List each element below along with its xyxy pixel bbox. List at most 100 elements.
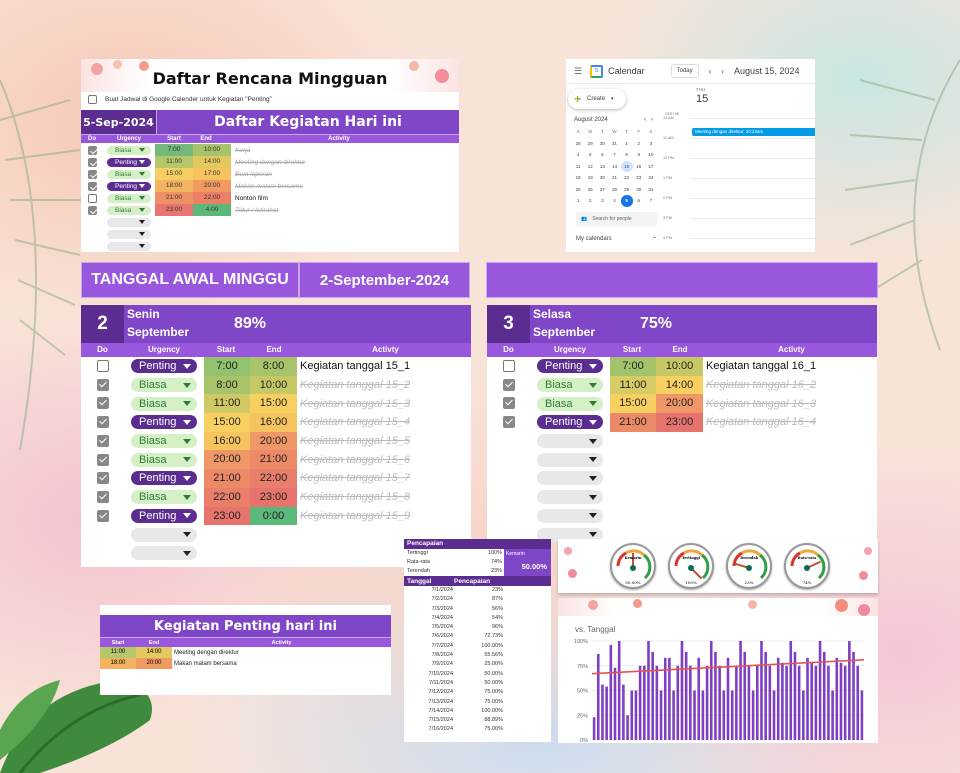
end-time[interactable]: 0:00 (250, 506, 297, 526)
start-time[interactable]: 15:00 (204, 413, 250, 432)
mini-cal-day[interactable]: 30 (636, 186, 642, 192)
activity-text[interactable]: Kegiatan tanggal 15_4 (300, 416, 411, 429)
urgency-dropdown[interactable]: Penting (131, 508, 197, 523)
mini-cal-day[interactable]: 1 (576, 198, 580, 203)
today-button[interactable]: Today (670, 64, 699, 78)
done-checkbox[interactable] (87, 157, 97, 167)
done-checkbox[interactable] (96, 397, 109, 410)
start-time[interactable]: 18:00 (155, 180, 193, 192)
mini-cal-day[interactable]: 20 (599, 175, 605, 180)
activity-text[interactable]: Kegiatan tanggal 16_4 (706, 416, 817, 429)
start-time[interactable]: 23:00 (204, 506, 250, 526)
done-checkbox[interactable] (96, 360, 109, 373)
done-checkbox[interactable] (87, 181, 97, 191)
mini-cal-day[interactable]: 16 (636, 163, 642, 169)
urgency-dropdown[interactable] (131, 546, 197, 561)
urgency-dropdown[interactable]: Biasa (537, 378, 603, 393)
next-arrow-icon[interactable]: › (721, 66, 724, 76)
done-checkbox[interactable] (502, 397, 515, 410)
start-time[interactable]: 15:00 (610, 394, 656, 414)
done-checkbox[interactable] (87, 145, 97, 155)
start-time[interactable]: 21:00 (610, 413, 656, 432)
start-time[interactable]: 11:00 (610, 375, 656, 395)
mini-cal-day[interactable]: 30 (599, 140, 605, 146)
mini-cal-day[interactable]: 22 (624, 175, 630, 180)
mini-cal-day[interactable]: 17 (648, 163, 654, 169)
mini-cal-day[interactable]: 21 (611, 175, 617, 180)
urgency-dropdown[interactable]: Biasa (107, 169, 151, 179)
urgency-dropdown[interactable]: Biasa (131, 434, 197, 449)
mini-cal-day[interactable]: 31 (611, 140, 617, 146)
end-time[interactable]: 20:00 (656, 394, 703, 414)
urgency-dropdown[interactable] (107, 217, 151, 227)
mini-cal-day[interactable]: 23 (636, 175, 642, 180)
mini-next-icon[interactable]: › (651, 117, 653, 123)
start-time[interactable]: 11:00 (155, 156, 193, 168)
start-time[interactable]: 8:00 (204, 375, 250, 395)
activity-text[interactable]: Tidur / Istirahat (235, 206, 279, 214)
activity-text[interactable]: Kegiatan tanggal 15_8 (300, 491, 411, 504)
end-time[interactable]: 8:00 (250, 357, 297, 376)
urgency-dropdown[interactable] (537, 434, 603, 449)
urgency-dropdown[interactable]: Biasa (107, 205, 151, 215)
activity-text[interactable]: Kegiatan tanggal 15_7 (300, 472, 411, 485)
end-time[interactable]: 10:00 (250, 375, 297, 395)
mini-cal-day[interactable]: 6 (601, 152, 604, 157)
activity-text[interactable]: Kegiatan tanggal 15_6 (300, 453, 411, 466)
done-checkbox[interactable] (96, 416, 109, 429)
gcal-sync-option[interactable]: Buat Jadwal di Google Calender untuk Keg… (81, 92, 459, 107)
urgency-dropdown[interactable]: Penting (107, 181, 151, 191)
start-time[interactable]: 23:00 (155, 204, 193, 216)
start-time[interactable]: 21:00 (204, 469, 250, 488)
end-time[interactable]: 20:00 (250, 431, 297, 451)
mini-cal-day[interactable]: 27 (599, 186, 605, 192)
done-checkbox[interactable] (87, 169, 97, 179)
mini-cal-day[interactable]: 2 (588, 198, 592, 203)
mini-cal-day[interactable]: 14 (611, 163, 617, 169)
urgency-dropdown[interactable]: Biasa (131, 452, 197, 467)
end-time[interactable]: 20:00 (193, 180, 231, 192)
search-people-input[interactable]: 👥 Search for people (576, 211, 657, 226)
activity-text[interactable]: Kegiatan tanggal 15_1 (300, 360, 411, 373)
activity-text[interactable]: Kegiatan tanggal 15_5 (300, 435, 411, 448)
urgency-dropdown[interactable]: Biasa (537, 396, 603, 411)
end-time[interactable]: 14:00 (656, 375, 703, 395)
mini-cal-day[interactable]: 3 (601, 198, 604, 203)
mini-cal-day[interactable]: 8 (625, 152, 628, 157)
done-checkbox[interactable] (502, 378, 515, 391)
start-time[interactable]: 15:00 (155, 168, 193, 180)
mini-cal-day[interactable]: 3 (649, 140, 653, 146)
hamburger-menu-icon[interactable]: ☰ (574, 65, 583, 76)
create-button[interactable]: + Create ▾ (568, 89, 626, 109)
done-checkbox[interactable] (96, 453, 109, 466)
start-time[interactable]: 21:00 (155, 192, 193, 204)
mini-cal-day[interactable]: 24 (648, 175, 654, 180)
mini-cal-day[interactable]: 19 (587, 175, 593, 180)
end-time[interactable]: 21:00 (250, 450, 297, 470)
mini-cal-day[interactable]: 4 (613, 198, 616, 203)
calendar-event[interactable]: Meeting dengan direktur, 10:22am (692, 128, 815, 136)
end-time[interactable]: 22:00 (193, 192, 231, 204)
start-time[interactable]: 7:00 (610, 357, 656, 376)
urgency-dropdown[interactable]: Penting (537, 415, 603, 430)
activity-text[interactable]: Kegiatan tanggal 16_3 (706, 397, 817, 410)
mini-cal-day[interactable]: 29 (624, 186, 630, 192)
mini-cal-day[interactable]: 11 (575, 163, 581, 169)
urgency-dropdown[interactable]: Biasa (131, 378, 197, 393)
mini-cal-day[interactable]: 26 (587, 186, 593, 192)
end-time[interactable]: 10:00 (656, 357, 703, 376)
done-checkbox[interactable] (87, 205, 97, 215)
mini-cal-day[interactable]: 5 (588, 152, 592, 157)
mini-cal-day[interactable]: 28 (575, 140, 581, 146)
urgency-dropdown[interactable]: Biasa (107, 145, 151, 155)
chevron-up-icon[interactable]: ⌃ (651, 236, 657, 243)
mini-cal-day[interactable]: 25 (575, 186, 581, 192)
done-checkbox[interactable] (96, 490, 109, 503)
urgency-dropdown[interactable] (107, 229, 151, 239)
urgency-dropdown[interactable]: Penting (107, 157, 151, 167)
urgency-dropdown[interactable] (537, 490, 603, 505)
urgency-dropdown[interactable]: Biasa (107, 193, 151, 203)
activity-text[interactable]: Kegiatan tanggal 15_9 (300, 509, 411, 522)
end-time[interactable]: 23:00 (656, 413, 703, 432)
urgency-dropdown[interactable]: Penting (131, 471, 197, 486)
